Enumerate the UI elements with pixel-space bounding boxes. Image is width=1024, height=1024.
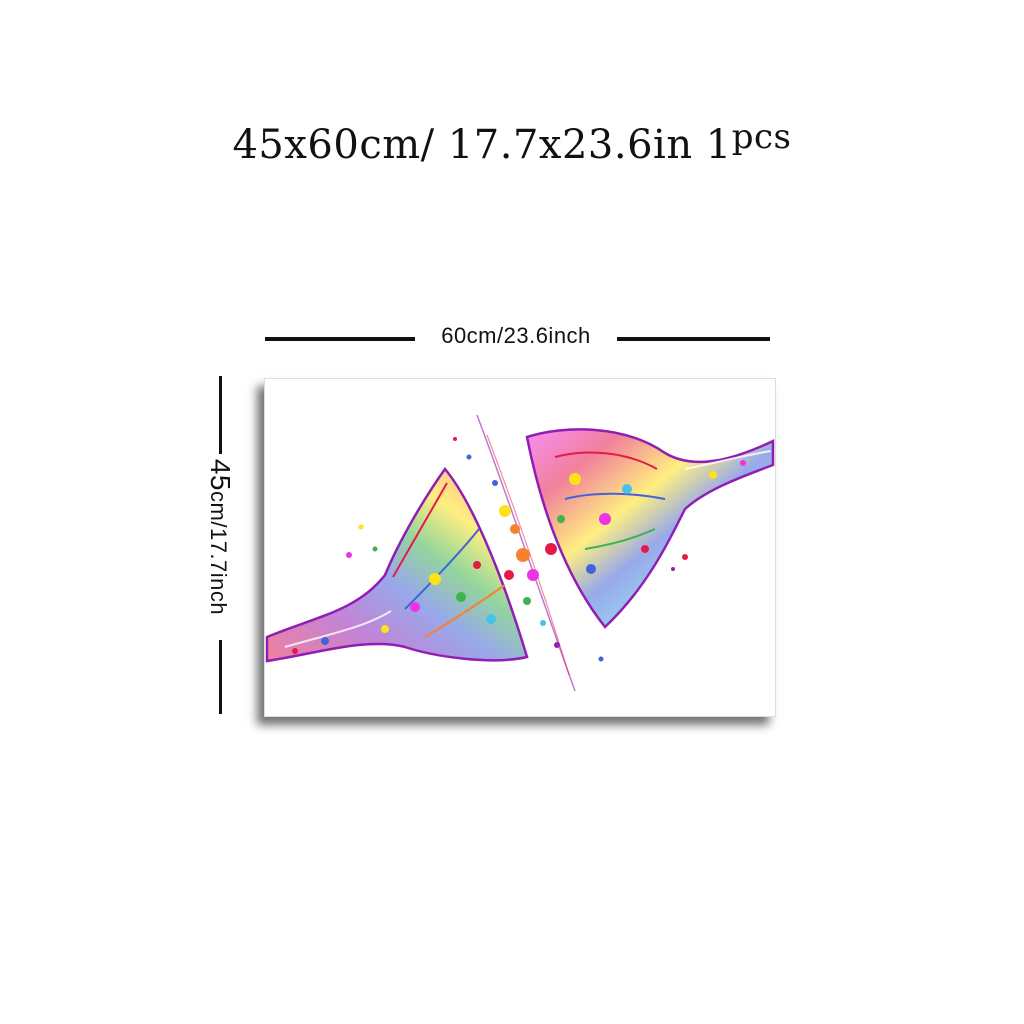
size-title: 45x60cm/ 17.7x23.6in 1pcs [0,117,1024,168]
width-dimension-label: 60cm/23.6inch [441,323,591,348]
right-neuron-terminal [525,428,775,629]
canvas-print [264,378,776,717]
width-dimension-line-left [265,337,415,341]
width-dimension-line-right [617,337,770,341]
size-title-main: 45x60cm/ 17.7x23.6in 1 [232,122,732,168]
height-dimension-line-bottom [219,640,222,714]
size-title-suffix: pcs [731,117,792,157]
height-dimension-value: 45 [205,458,236,492]
height-dimension-line-top [219,376,222,454]
synapse-artwork [265,414,775,692]
synaptic-cleft-particles [346,414,688,692]
left-neuron-terminal [265,466,529,663]
height-dimension-label: 45cm/17.7inch [204,459,236,615]
height-dimension-unit: cm/17.7inch [206,491,231,616]
